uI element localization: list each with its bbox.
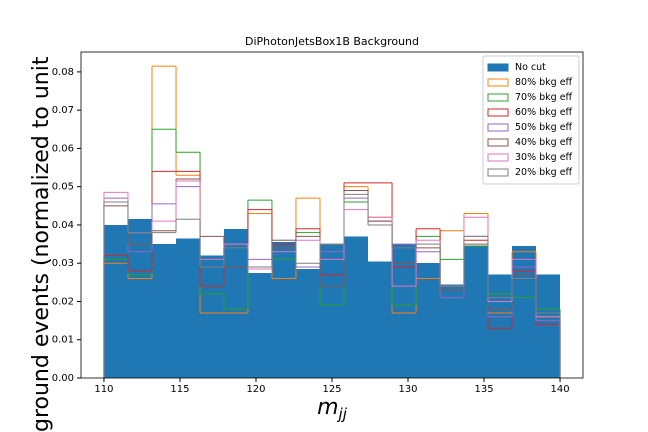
x-label-sub: jj	[337, 405, 348, 423]
bar	[487, 274, 513, 378]
y-tick-label: 0.00	[52, 373, 74, 384]
bar	[223, 228, 248, 378]
x-tick-label: 140	[550, 384, 569, 395]
bar	[103, 224, 128, 378]
legend-label: 20% bkg eff	[515, 167, 573, 178]
bar	[271, 242, 296, 378]
legend-box	[482, 55, 580, 185]
y-tick-label: 0.04	[52, 220, 74, 231]
y-tick-label: 0.02	[52, 296, 74, 307]
x-tick-label: 120	[246, 384, 265, 395]
bar	[416, 263, 441, 378]
x-tick-label: 135	[474, 384, 493, 395]
x-label-main: m	[317, 395, 338, 420]
bar	[176, 238, 201, 378]
bar	[440, 284, 464, 378]
bar	[200, 255, 224, 378]
legend-label: 70% bkg eff	[515, 92, 573, 103]
legend-label: No cut	[515, 62, 546, 73]
legend-label: 50% bkg eff	[515, 122, 573, 133]
legend-swatch	[487, 138, 509, 147]
y-tick-label: 0.08	[52, 67, 74, 78]
legend-swatch	[487, 153, 509, 162]
legend-swatch	[487, 168, 509, 177]
bar	[392, 244, 417, 378]
bar	[368, 261, 393, 378]
y-tick-label: 0.05	[52, 182, 74, 193]
x-tick-label: 115	[170, 384, 189, 395]
legend-label: 60% bkg eff	[515, 107, 573, 118]
y-tick-label: 0.01	[52, 335, 74, 346]
legend-swatch	[487, 108, 509, 117]
bar	[344, 236, 369, 378]
bar	[512, 245, 537, 378]
bar	[247, 272, 272, 378]
legend: No cut 80% bkg eff 70% bkg eff 60% bkg eff 5…	[482, 55, 580, 185]
y-tick-label: 0.03	[52, 258, 74, 269]
legend-label: 40% bkg eff	[515, 137, 573, 148]
chart-title: DiPhotonJetsBox1B Background	[245, 35, 419, 48]
bar	[127, 219, 152, 378]
y-tick-label: 0.07	[52, 105, 74, 116]
bar	[463, 245, 488, 378]
bar	[536, 274, 561, 378]
bar	[151, 244, 177, 378]
legend-label: 80% bkg eff	[515, 77, 573, 88]
bar	[295, 268, 320, 378]
x-axis-label: mjj	[317, 395, 348, 423]
x-tick-label: 130	[398, 384, 417, 395]
legend-swatch	[487, 63, 509, 72]
x-tick-label: 110	[94, 384, 113, 395]
legend-label: 30% bkg eff	[515, 152, 573, 163]
bar	[319, 244, 345, 378]
legend-swatch	[487, 123, 509, 132]
legend-swatch	[487, 93, 509, 102]
x-tick-label: 125	[322, 384, 341, 395]
y-tick-label: 0.06	[52, 143, 74, 154]
y-axis-label: ground events (normalized to unit	[29, 56, 54, 432]
legend-swatch	[487, 78, 509, 87]
